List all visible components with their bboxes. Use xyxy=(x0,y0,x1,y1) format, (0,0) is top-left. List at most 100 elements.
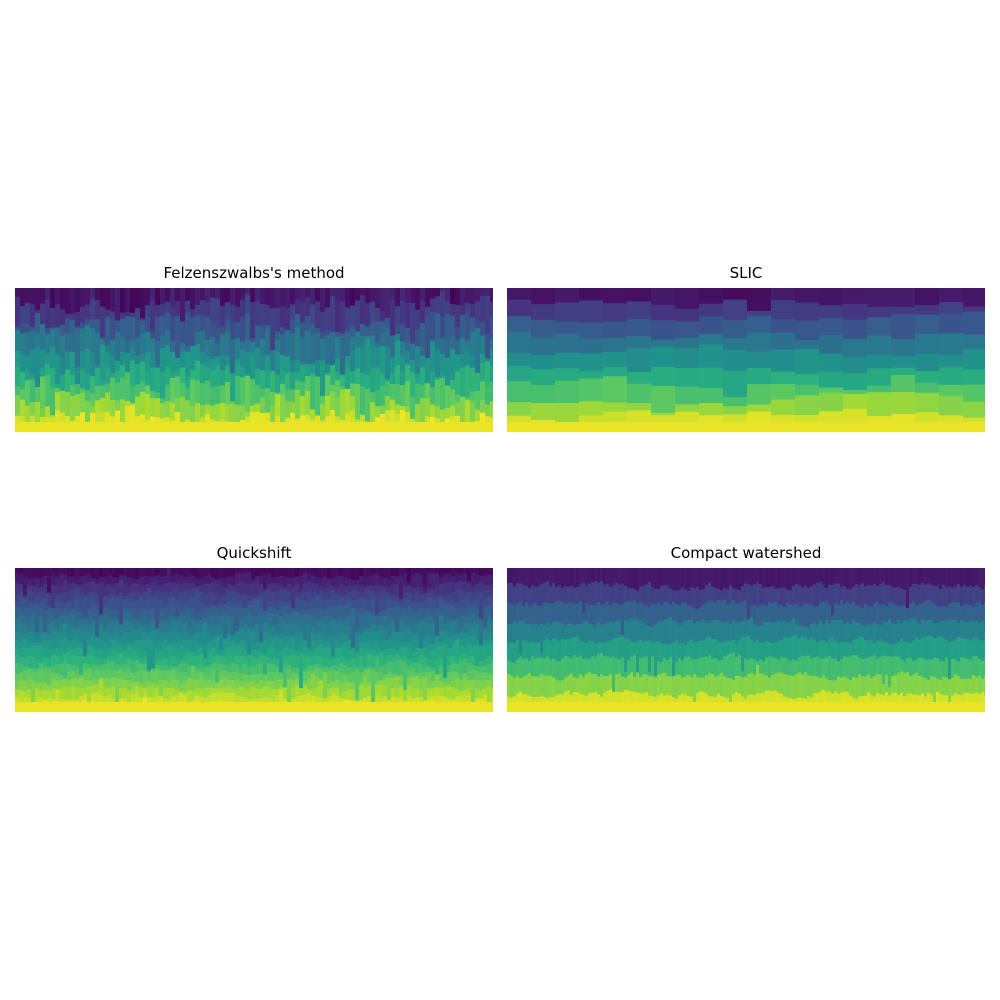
segment-region xyxy=(978,568,982,588)
segment-region xyxy=(35,313,41,335)
segment-region xyxy=(175,641,180,650)
segment-region xyxy=(654,641,658,677)
segment-region xyxy=(195,695,200,705)
segment-region xyxy=(119,679,124,690)
segment-region xyxy=(846,691,850,712)
segment-region xyxy=(470,391,476,402)
segment-region xyxy=(275,613,280,625)
segment-region xyxy=(91,646,96,656)
segment-region xyxy=(235,600,240,607)
segment-region xyxy=(708,622,712,638)
segment-region xyxy=(347,604,352,616)
segment-region xyxy=(91,654,96,666)
segment-region xyxy=(219,663,224,672)
segment-region xyxy=(609,657,613,675)
segment-region xyxy=(415,329,421,347)
segment-region xyxy=(451,662,456,672)
segment-region xyxy=(367,576,372,586)
segment-region xyxy=(765,606,769,623)
segment-region xyxy=(275,666,280,673)
segment-region xyxy=(315,640,320,648)
segment-region xyxy=(479,568,484,577)
segment-region xyxy=(55,326,61,329)
segment-region xyxy=(423,600,428,610)
segment-region xyxy=(467,583,472,592)
segment-region xyxy=(299,615,304,624)
segment-region xyxy=(939,661,943,681)
segment-region xyxy=(570,568,574,587)
segment-region xyxy=(35,682,40,689)
segment-region xyxy=(230,373,236,402)
segment-region xyxy=(395,288,401,307)
segment-region xyxy=(576,568,580,588)
segment-region xyxy=(39,643,44,647)
segment-region xyxy=(47,670,52,686)
segment-region xyxy=(510,662,514,677)
segment-region xyxy=(888,644,892,657)
segment-region xyxy=(100,288,106,308)
segment-region xyxy=(391,594,396,601)
segment-region xyxy=(295,678,300,686)
segment-region xyxy=(240,377,246,406)
segment-region xyxy=(55,410,61,432)
segment-region xyxy=(528,568,532,590)
segment-region xyxy=(480,381,486,401)
segment-region xyxy=(753,674,757,696)
segment-region xyxy=(123,610,128,622)
segment-region xyxy=(490,349,493,366)
segment-region xyxy=(915,314,940,335)
segment-region xyxy=(215,604,220,609)
segment-region xyxy=(471,679,476,707)
segment-region xyxy=(263,654,268,657)
segment-region xyxy=(415,657,420,664)
segment-region xyxy=(291,608,296,615)
segment-region xyxy=(311,583,316,594)
segment-region xyxy=(165,366,171,386)
segment-region xyxy=(307,581,312,591)
segment-region xyxy=(147,609,152,619)
segment-region xyxy=(427,572,432,589)
segment-region xyxy=(606,641,610,657)
segment-region xyxy=(255,411,261,432)
segment-region xyxy=(290,319,296,334)
segment-region xyxy=(183,655,188,664)
segment-region xyxy=(540,568,544,585)
segment-region xyxy=(741,621,745,638)
segment-region xyxy=(271,698,276,704)
segment-region xyxy=(939,395,964,416)
segment-region xyxy=(247,571,252,585)
segment-region xyxy=(801,605,805,627)
segment-region xyxy=(111,630,116,640)
segment-region xyxy=(430,288,436,299)
segment-region xyxy=(651,641,655,658)
segment-region xyxy=(179,568,184,576)
segment-region xyxy=(311,640,316,652)
segment-region xyxy=(440,353,446,375)
segment-region xyxy=(455,608,460,620)
segment-region xyxy=(624,690,628,712)
segment-region xyxy=(672,601,676,622)
segment-region xyxy=(115,410,121,432)
segment-region xyxy=(627,348,652,373)
segment-region xyxy=(399,631,404,643)
segment-region xyxy=(151,576,156,583)
segment-region xyxy=(290,360,296,373)
segment-region xyxy=(636,671,640,674)
segment-region xyxy=(912,568,916,585)
segment-region xyxy=(323,599,328,611)
segment-region xyxy=(786,623,790,639)
segment-region xyxy=(395,639,400,652)
segment-region xyxy=(60,335,66,359)
segment-region xyxy=(99,678,104,696)
segment-region xyxy=(275,392,281,395)
segment-region xyxy=(379,680,384,686)
segment-region xyxy=(636,641,640,673)
segment-region xyxy=(63,615,68,625)
segment-region xyxy=(463,609,468,617)
segment-region xyxy=(699,607,703,623)
segment-region xyxy=(876,640,880,660)
segment-region xyxy=(20,321,26,334)
segment-region xyxy=(185,288,191,302)
segment-region xyxy=(65,333,71,352)
segment-region xyxy=(330,410,336,432)
